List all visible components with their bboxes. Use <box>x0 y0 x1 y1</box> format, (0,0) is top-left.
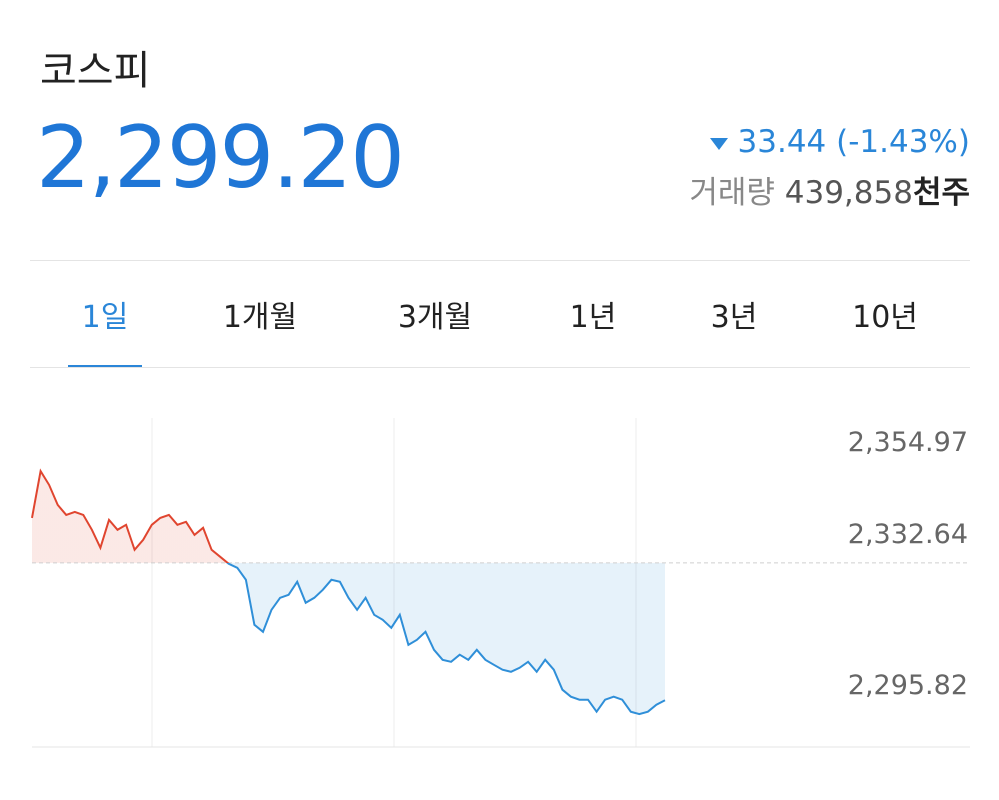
tab-underline <box>68 365 142 368</box>
y-tick-label: 2,354.97 <box>848 427 968 458</box>
tab[interactable]: 3개월 <box>397 300 473 335</box>
y-tick-label: 2,295.82 <box>848 670 968 701</box>
volume-unit: 천주 <box>912 175 970 211</box>
volume-label: 거래량 <box>689 175 775 211</box>
tab[interactable]: 1년 <box>569 300 617 335</box>
tab[interactable]: 3년 <box>710 300 758 335</box>
tab[interactable]: 10년 <box>852 300 918 335</box>
volume: 거래량 439,858천주 <box>689 167 970 212</box>
price: 2,299.20 <box>36 108 405 208</box>
change-text: 33.44 (-1.43%) <box>737 124 970 160</box>
tab[interactable]: 1일 <box>81 300 129 335</box>
divider <box>30 260 970 261</box>
title: 코스피 <box>40 48 151 94</box>
y-tick-label: 2,332.64 <box>848 519 968 550</box>
down-arrow <box>709 137 728 150</box>
tab[interactable]: 1개월 <box>222 300 298 335</box>
area <box>32 471 665 715</box>
change: 33.44 (-1.43%) <box>709 124 970 160</box>
divider <box>30 367 970 368</box>
volume-value: 439,858 <box>784 175 913 211</box>
price-line <box>31 468 666 716</box>
